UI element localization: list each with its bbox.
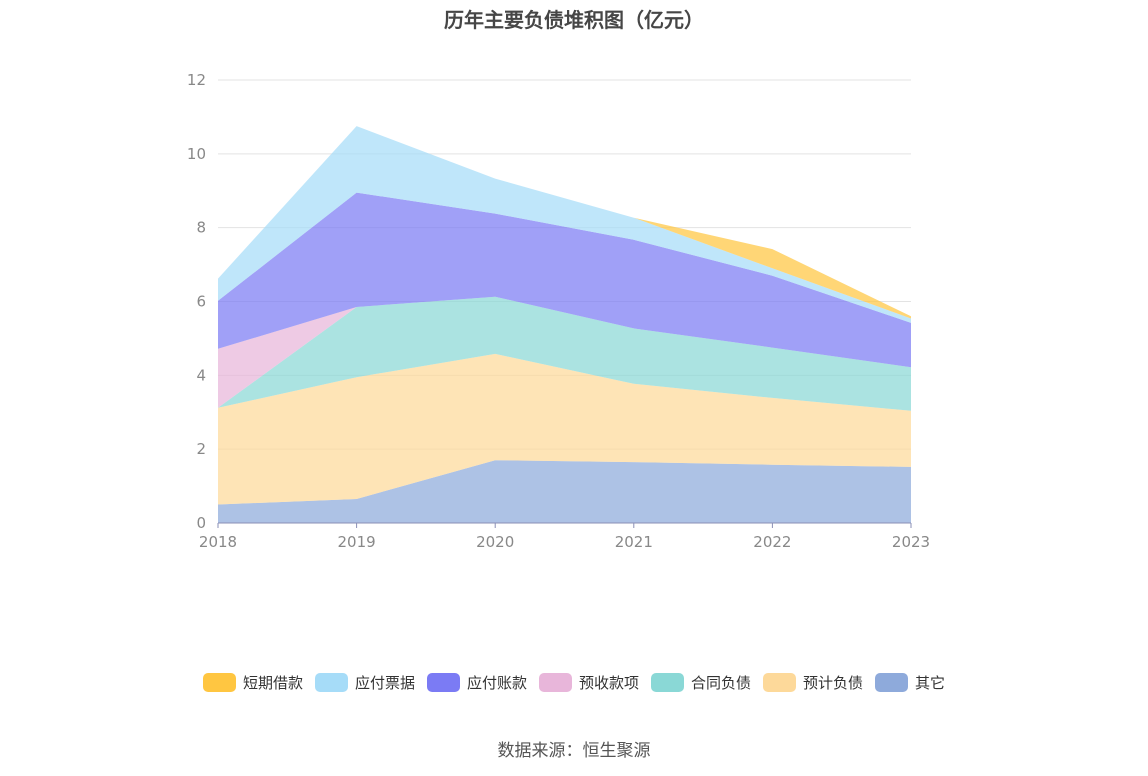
y-tick-label: 12	[187, 71, 206, 89]
axes: 0 2 4 6 8 10 12 2018 2019 2020 2021 2022 2023	[187, 71, 930, 551]
x-tick-label: 2020	[476, 533, 514, 551]
legend-label: 应付账款	[466, 674, 527, 692]
legend-swatch	[875, 673, 909, 692]
legend-swatch	[202, 673, 236, 692]
area-series	[218, 126, 911, 523]
x-tick-label: 2022	[753, 533, 791, 551]
legend-label: 预收款项	[578, 674, 639, 692]
source-note: 数据来源：恒生聚源	[497, 741, 651, 761]
y-tick-label: 6	[196, 293, 206, 311]
legend-label: 合同负债	[691, 674, 752, 692]
legend: 短期借款 应付票据 应付账款 预收款项 合同负债 预计负债 其它	[0, 672, 1148, 693]
legend-label: 预计负债	[803, 674, 864, 692]
chart-title: 历年主要负债堆积图（亿元）	[444, 8, 704, 32]
legend-item[interactable]: 预计负债	[763, 672, 863, 693]
legend-label: 其它	[915, 674, 946, 692]
area-应付账款	[218, 192, 911, 368]
x-tick-label: 2023	[892, 533, 930, 551]
area-应付票据	[218, 126, 911, 323]
legend-item[interactable]: 其它	[875, 672, 945, 693]
legend-swatch	[314, 673, 348, 692]
x-tick-label: 2019	[338, 533, 376, 551]
legend-item[interactable]: 预收款项	[538, 672, 639, 693]
y-tick-label: 10	[187, 145, 206, 163]
y-tick-label: 4	[196, 366, 206, 384]
legend-swatch	[538, 673, 572, 692]
legend-item[interactable]: 应付账款	[426, 672, 527, 693]
legend-swatch	[651, 673, 684, 692]
y-tick-label: 0	[196, 514, 206, 532]
legend-label: 应付票据	[354, 674, 415, 692]
legend-label: 短期借款	[242, 674, 303, 692]
legend-item[interactable]: 应付票据	[314, 672, 415, 693]
legend-item[interactable]: 合同负债	[651, 672, 751, 693]
x-tick-label: 2021	[615, 533, 653, 551]
x-tick-label: 2018	[199, 533, 237, 551]
y-tick-label: 8	[196, 219, 206, 237]
legend-swatch	[763, 673, 797, 692]
area-合同负债	[218, 296, 911, 411]
area-其它	[218, 460, 911, 523]
y-tick-label: 2	[196, 440, 206, 458]
legend-swatch	[426, 673, 460, 692]
area-预计负债	[218, 353, 911, 505]
legend-item[interactable]: 短期借款	[202, 672, 303, 693]
